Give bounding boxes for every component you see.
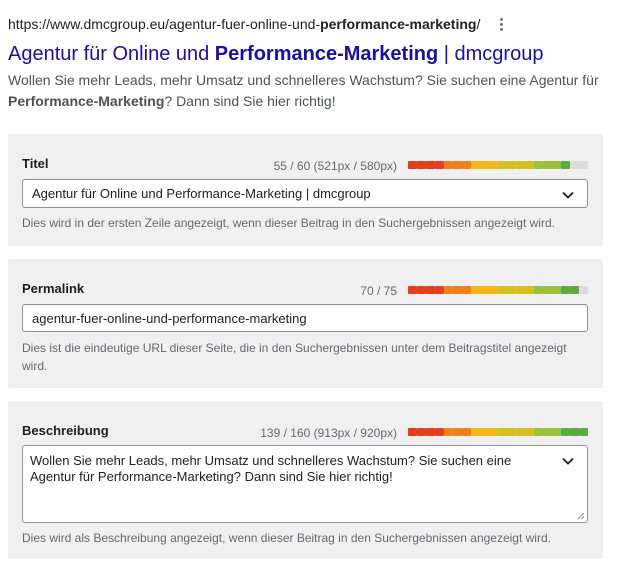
meter-segment <box>543 286 552 294</box>
meter-segment <box>552 428 561 436</box>
description-textarea[interactable]: Wollen Sie mehr Leads, mehr Umsatz und s… <box>22 445 588 523</box>
serp-preview: https://www.dmcgroup.eu/agentur-fuer-onl… <box>8 14 608 112</box>
meter-segment <box>471 161 480 169</box>
meter-segment <box>561 161 570 169</box>
meter-segment <box>543 161 552 169</box>
meter-segment <box>462 286 471 294</box>
meter-segment <box>462 428 471 436</box>
serp-url: https://www.dmcgroup.eu/agentur-fuer-onl… <box>8 16 481 32</box>
meter-segment <box>507 286 516 294</box>
chevron-down-icon[interactable] <box>561 188 575 202</box>
resize-handle-icon[interactable] <box>577 512 585 520</box>
meter-segment <box>534 428 543 436</box>
description-length-meter <box>408 428 588 436</box>
meter-segment <box>471 428 480 436</box>
meter-segment <box>543 428 552 436</box>
meter-segment <box>570 161 579 169</box>
meter-segment <box>516 428 525 436</box>
meter-segment <box>498 286 507 294</box>
meter-segment <box>534 286 543 294</box>
meter-segment <box>489 161 498 169</box>
meter-segment <box>444 286 453 294</box>
meter-segment <box>480 286 489 294</box>
meter-segment <box>462 161 471 169</box>
meter-segment <box>453 286 462 294</box>
serp-description: Wollen Sie mehr Leads, mehr Umsatz und s… <box>8 72 599 109</box>
chevron-down-icon[interactable] <box>561 454 575 468</box>
title-input-value: Agentur für Online und Performance-Marke… <box>32 186 371 201</box>
description-panel: Beschreibung 139 / 160 (913px / 920px) W… <box>8 401 603 559</box>
permalink-panel: Permalink 70 / 75 agentur-fuer-online-un… <box>8 259 603 388</box>
meter-segment <box>408 428 417 436</box>
title-length-meter <box>408 161 588 169</box>
meter-segment <box>444 428 453 436</box>
serp-url-row: https://www.dmcgroup.eu/agentur-fuer-onl… <box>8 14 608 34</box>
meter-segment <box>426 286 435 294</box>
meter-segment <box>435 428 444 436</box>
meter-segment <box>417 161 426 169</box>
meter-segment <box>489 286 498 294</box>
meter-segment <box>453 428 462 436</box>
title-panel: Titel 55 / 60 (521px / 580px) Agentur fü… <box>8 134 603 246</box>
meter-segment <box>525 286 534 294</box>
meter-segment <box>471 286 480 294</box>
meter-segment <box>516 161 525 169</box>
description-textarea-value: Wollen Sie mehr Leads, mehr Umsatz und s… <box>30 453 512 484</box>
permalink-input[interactable]: agentur-fuer-online-und-performance-mark… <box>22 304 588 332</box>
meter-segment <box>516 286 525 294</box>
description-help-text: Dies wird als Beschreibung angezeigt, we… <box>22 531 551 545</box>
meter-segment <box>435 286 444 294</box>
meter-segment <box>480 428 489 436</box>
permalink-input-value: agentur-fuer-online-und-performance-mark… <box>32 310 307 326</box>
title-counter: 55 / 60 (521px / 580px) <box>273 159 397 173</box>
meter-segment <box>525 428 534 436</box>
meter-segment <box>426 161 435 169</box>
meter-segment <box>498 428 507 436</box>
meter-segment <box>417 428 426 436</box>
meter-segment <box>417 286 426 294</box>
meter-segment <box>507 161 516 169</box>
meter-segment <box>525 161 534 169</box>
description-counter: 139 / 160 (913px / 920px) <box>260 426 397 440</box>
meter-segment <box>489 428 498 436</box>
meter-segment <box>570 286 579 294</box>
permalink-length-meter <box>408 286 588 294</box>
meter-segment <box>435 161 444 169</box>
title-input[interactable]: Agentur für Online und Performance-Marke… <box>22 179 588 208</box>
title-help-text: Dies wird in der ersten Zeile angezeigt,… <box>22 216 555 230</box>
meter-segment <box>480 161 489 169</box>
title-label: Titel <box>22 156 49 171</box>
meter-segment <box>579 286 588 294</box>
meter-segment <box>507 428 516 436</box>
permalink-help-text: Dies ist die eindeutige URL dieser Seite… <box>22 341 567 373</box>
meter-segment <box>561 428 570 436</box>
meter-segment <box>561 286 570 294</box>
permalink-label: Permalink <box>22 281 85 296</box>
meter-segment <box>408 161 417 169</box>
meter-segment <box>552 161 561 169</box>
meter-segment <box>534 161 543 169</box>
description-label: Beschreibung <box>22 423 109 438</box>
meter-segment <box>408 286 417 294</box>
meter-segment <box>426 428 435 436</box>
meter-segment <box>579 428 588 436</box>
meter-segment <box>552 286 561 294</box>
meter-segment <box>498 161 507 169</box>
more-vertical-icon[interactable] <box>494 15 508 33</box>
meter-segment <box>453 161 462 169</box>
permalink-counter: 70 / 75 <box>360 284 397 298</box>
serp-title-link[interactable]: Agentur für Online und Performance-Marke… <box>8 43 544 65</box>
meter-segment <box>570 428 579 436</box>
meter-segment <box>444 161 453 169</box>
meter-segment <box>579 161 588 169</box>
